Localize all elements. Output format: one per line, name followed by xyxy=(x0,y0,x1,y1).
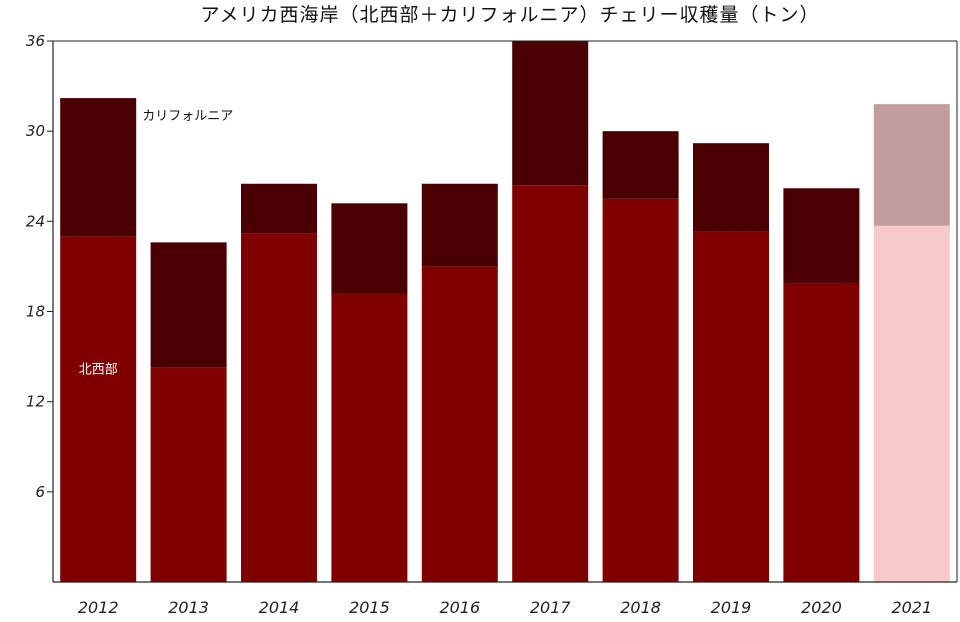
bar-2013-series-2 xyxy=(150,242,227,368)
bar-2014-series-2 xyxy=(241,183,317,234)
bar-2021-series-1 xyxy=(873,225,950,582)
y-tick-label: 30 xyxy=(26,122,45,140)
bar-2012-series-2 xyxy=(60,98,137,237)
bar-2019-series-2 xyxy=(693,143,769,232)
x-tick-label: 2018 xyxy=(620,598,661,617)
bar-2018-series-2 xyxy=(602,131,679,199)
bar-2016-series-1 xyxy=(421,266,498,582)
bar-2020-series-1 xyxy=(783,282,860,582)
x-tick-label: 2016 xyxy=(439,598,480,617)
y-tick-label: 18 xyxy=(26,303,45,321)
series-label-northwest: 北西部 xyxy=(79,363,118,378)
bar-2019-series-1 xyxy=(693,231,769,582)
series-labels-group: 北西部 カリフォルニア xyxy=(79,109,234,378)
x-tick-label: 2021 xyxy=(891,598,932,617)
bar-2018-series-1 xyxy=(602,198,679,582)
bar-2020-series-2 xyxy=(783,188,860,283)
y-tick-label: 36 xyxy=(26,32,45,50)
x-tick-label: 2014 xyxy=(259,598,300,617)
y-tick-label: 6 xyxy=(35,483,45,501)
bar-2015-series-1 xyxy=(331,293,408,582)
ticks-group: 2012 2013 2014 2015 2016 2017 2018 2019 2020 2021… xyxy=(26,32,932,617)
chart-title: アメリカ西海岸（北西部＋カリフォルニア）チェリー収穫量（トン） xyxy=(200,4,819,26)
bar-2016-series-2 xyxy=(421,183,498,267)
y-tick-label: 24 xyxy=(26,212,45,230)
bar-2012-series-1 xyxy=(60,236,137,582)
bars-group xyxy=(60,41,950,582)
series-label-california: カリフォルニア xyxy=(142,109,233,124)
bar-2015-series-2 xyxy=(331,203,408,294)
bar-2014-series-1 xyxy=(241,233,317,582)
bar-2021-series-2 xyxy=(873,104,950,226)
x-tick-label: 2012 xyxy=(78,598,119,617)
y-tick-label: 12 xyxy=(26,393,45,411)
bar-2013-series-1 xyxy=(150,367,227,582)
x-tick-label: 2015 xyxy=(349,598,390,617)
bar-2017-series-1 xyxy=(512,185,589,582)
bar-2017-series-2 xyxy=(512,41,589,186)
x-tick-label: 2020 xyxy=(801,598,842,617)
x-tick-label: 2017 xyxy=(530,598,572,617)
x-tick-label: 2019 xyxy=(711,598,752,617)
x-tick-label: 2013 xyxy=(168,598,209,617)
